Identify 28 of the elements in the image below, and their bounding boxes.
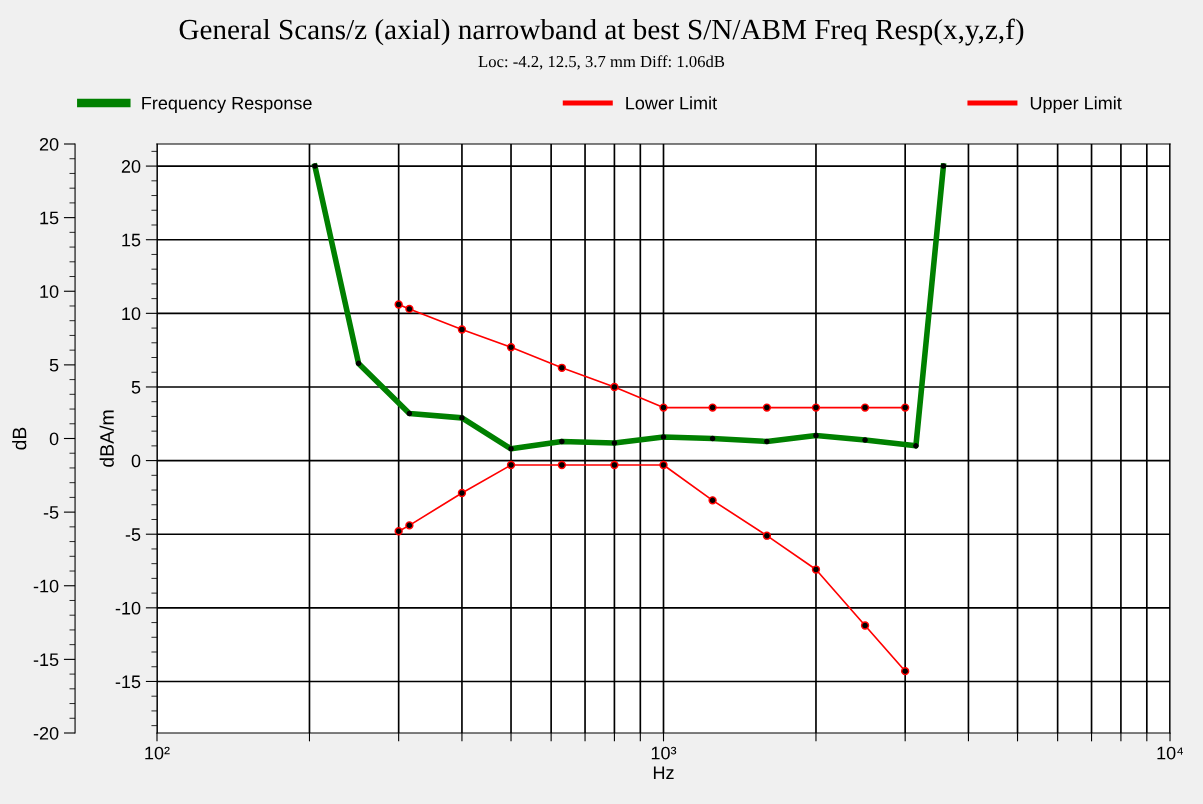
y-tick-label: 10 xyxy=(122,307,141,321)
y2-tick-label: -5 xyxy=(43,506,59,519)
legend-label: Upper Limit xyxy=(1030,96,1122,114)
y2-tick-label: 0 xyxy=(49,432,59,446)
y-axis-title: dBA/m xyxy=(99,410,114,467)
x-tick-label: 10⁴ xyxy=(1157,746,1184,760)
legend-label: Frequency Response xyxy=(142,96,312,114)
y-tick-label: 20 xyxy=(121,160,141,173)
y2-tick-label: 5 xyxy=(49,359,59,372)
chart-title: General Scans/z (axial) narrowband at best S/N/ABM Freq Resp(x,y,z,f) xyxy=(179,18,1024,46)
y2-tick-label: 15 xyxy=(40,211,59,225)
y-tick-label: -10 xyxy=(115,601,141,615)
y2-tick-label: 10 xyxy=(40,285,59,298)
y2-axis-title: dB xyxy=(12,427,27,450)
chart-subtitle: Loc: -4.2, 12.5, 3.7 mm Diff: 1.06dB xyxy=(478,55,725,70)
y-tick-label: -15 xyxy=(115,675,141,689)
y-tick-label: 5 xyxy=(131,381,141,394)
x-tick-label: 10² xyxy=(145,746,170,760)
x-tick-label: 10³ xyxy=(651,746,677,760)
y2-tick-label: -10 xyxy=(33,579,59,593)
y-tick-label: 15 xyxy=(122,233,141,247)
y2-tick-label: -15 xyxy=(33,653,59,667)
y2-tick-label: 20 xyxy=(39,137,59,151)
y-tick-label: 0 xyxy=(131,454,141,468)
legend-label: Lower Limit xyxy=(626,96,717,110)
x-axis-title: Hz xyxy=(653,766,674,779)
y-tick-label: -5 xyxy=(125,528,141,541)
y2-tick-label: -20 xyxy=(33,726,59,740)
